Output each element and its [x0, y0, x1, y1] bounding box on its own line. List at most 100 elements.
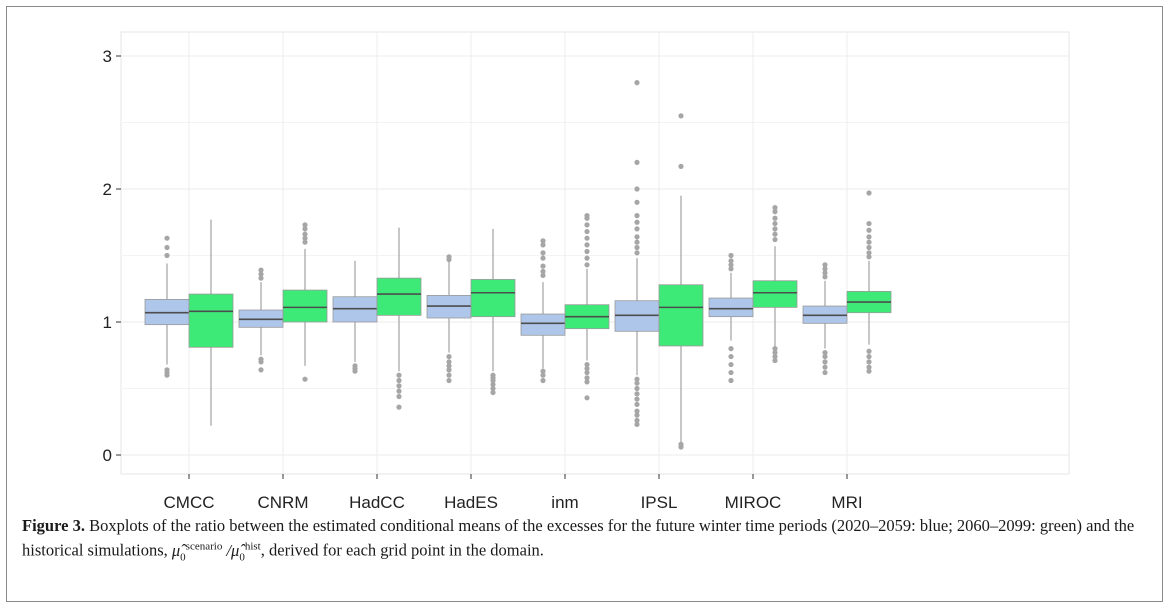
outlier-point: [584, 222, 590, 228]
sub-zero-2: 0: [239, 550, 245, 563]
outlier-point: [634, 376, 640, 382]
boxes: [144, 80, 892, 450]
outlier-point: [866, 368, 872, 374]
x-tick-label-mri: MRI: [831, 493, 862, 510]
outlier-point: [446, 377, 452, 384]
outlier-point: [866, 364, 872, 370]
outlier-point: [822, 262, 828, 268]
box-iqr: [282, 289, 328, 323]
box-hadcc-series-1: [332, 260, 378, 374]
box-cmcc-series-2: [188, 219, 234, 426]
outlier-point: [540, 377, 546, 384]
outlier-point: [772, 346, 778, 352]
outlier-point: [396, 372, 402, 378]
sup-hist: hist: [244, 540, 261, 552]
outlier-point: [490, 372, 496, 378]
outlier-point: [772, 209, 778, 215]
outlier-point: [584, 361, 590, 368]
box-mri-series-1: [802, 262, 848, 376]
boxplot-chart: 0 1 2 3 CMCC CNRM HadCC HadES inm IPSL MIROC MRI: [103, 31, 1070, 510]
outlier-point: [822, 274, 828, 280]
outlier-point: [634, 385, 640, 392]
box-iqr: [188, 293, 234, 348]
box-inm-series-1: [520, 238, 566, 384]
x-tick-label-cmcc: CMCC: [164, 493, 215, 510]
sub-zero-1: 0: [180, 550, 186, 563]
box-miroc-series-2: [752, 205, 798, 364]
box-miroc-series-1: [708, 252, 754, 384]
outlier-point: [258, 356, 264, 362]
outlier-point: [584, 255, 590, 261]
outlier-point: [866, 254, 872, 260]
grid-lines: [121, 32, 1069, 474]
box-cnrm-series-1: [238, 267, 284, 373]
outlier-point: [634, 421, 640, 428]
outlier-point: [396, 383, 402, 389]
outlier-point: [678, 441, 684, 447]
outlier-point: [866, 227, 872, 233]
outlier-point: [446, 363, 452, 369]
outlier-point: [634, 159, 640, 165]
plot-panel: [120, 31, 1070, 475]
outlier-point: [302, 239, 308, 245]
x-axis: CMCC CNRM HadCC HadES inm IPSL MIROC MRI: [164, 474, 863, 510]
outlier-point: [584, 242, 590, 248]
outlier-point: [584, 365, 590, 372]
outlier-point: [822, 266, 828, 272]
outlier-point: [634, 396, 640, 402]
x-tick-label-ipsl: IPSL: [641, 493, 678, 510]
outlier-point: [728, 266, 734, 272]
outlier-point: [396, 404, 402, 410]
box-inm-series-2: [564, 213, 610, 401]
outlier-point: [728, 262, 734, 268]
outlier-point: [446, 359, 452, 365]
x-tick-label-cnrm: CNRM: [258, 493, 309, 510]
y-tick-label: 3: [103, 47, 112, 66]
outlier-point: [866, 353, 872, 360]
box-iqr: [520, 313, 566, 336]
outlier-point: [822, 364, 828, 370]
outlier-point: [540, 242, 546, 248]
outlier-point: [772, 205, 778, 211]
outlier-point: [728, 346, 734, 352]
outlier-point: [164, 244, 170, 251]
outlier-point: [446, 372, 452, 378]
outlier-point: [302, 231, 308, 237]
outlier-point: [772, 353, 778, 360]
outlier-point: [584, 375, 590, 381]
box-ipsl-series-1: [614, 80, 660, 428]
outlier-point: [540, 250, 546, 256]
outlier-point: [678, 163, 684, 169]
outlier-point: [584, 235, 590, 241]
y-tick-label: 0: [103, 446, 112, 465]
outlier-point: [584, 379, 590, 385]
outlier-point: [866, 250, 872, 256]
outlier-point: [728, 353, 734, 360]
x-tick-label-miroc: MIROC: [725, 493, 782, 510]
figure-caption: Figure 3. Boxplots of the ratio between …: [22, 515, 1142, 568]
outlier-point: [634, 244, 640, 251]
outlier-point: [164, 367, 170, 373]
outlier-point: [540, 368, 546, 374]
x-tick-label-inm: inm: [551, 493, 578, 510]
box-hades-series-2: [470, 228, 516, 396]
outlier-point: [634, 408, 640, 414]
outlier-point: [728, 258, 734, 264]
box-iqr: [658, 284, 704, 347]
ratio-slash: /: [222, 540, 232, 560]
box-cnrm-series-2: [282, 222, 328, 382]
caption-math-ratio: μ̂0scenario /μ̂0hist: [171, 540, 261, 563]
box-iqr: [470, 279, 516, 318]
outlier-point: [728, 252, 734, 259]
outlier-point: [396, 388, 402, 394]
outlier-point: [634, 401, 640, 408]
box-iqr: [708, 297, 754, 318]
outlier-point: [866, 190, 872, 196]
outlier-point: [634, 213, 640, 219]
outlier-point: [302, 226, 308, 232]
outlier-point: [634, 239, 640, 245]
outlier-point: [302, 376, 308, 382]
outlier-point: [728, 369, 734, 376]
mu-symbol-1: μ̂: [171, 540, 181, 560]
outlier-point: [634, 417, 640, 424]
